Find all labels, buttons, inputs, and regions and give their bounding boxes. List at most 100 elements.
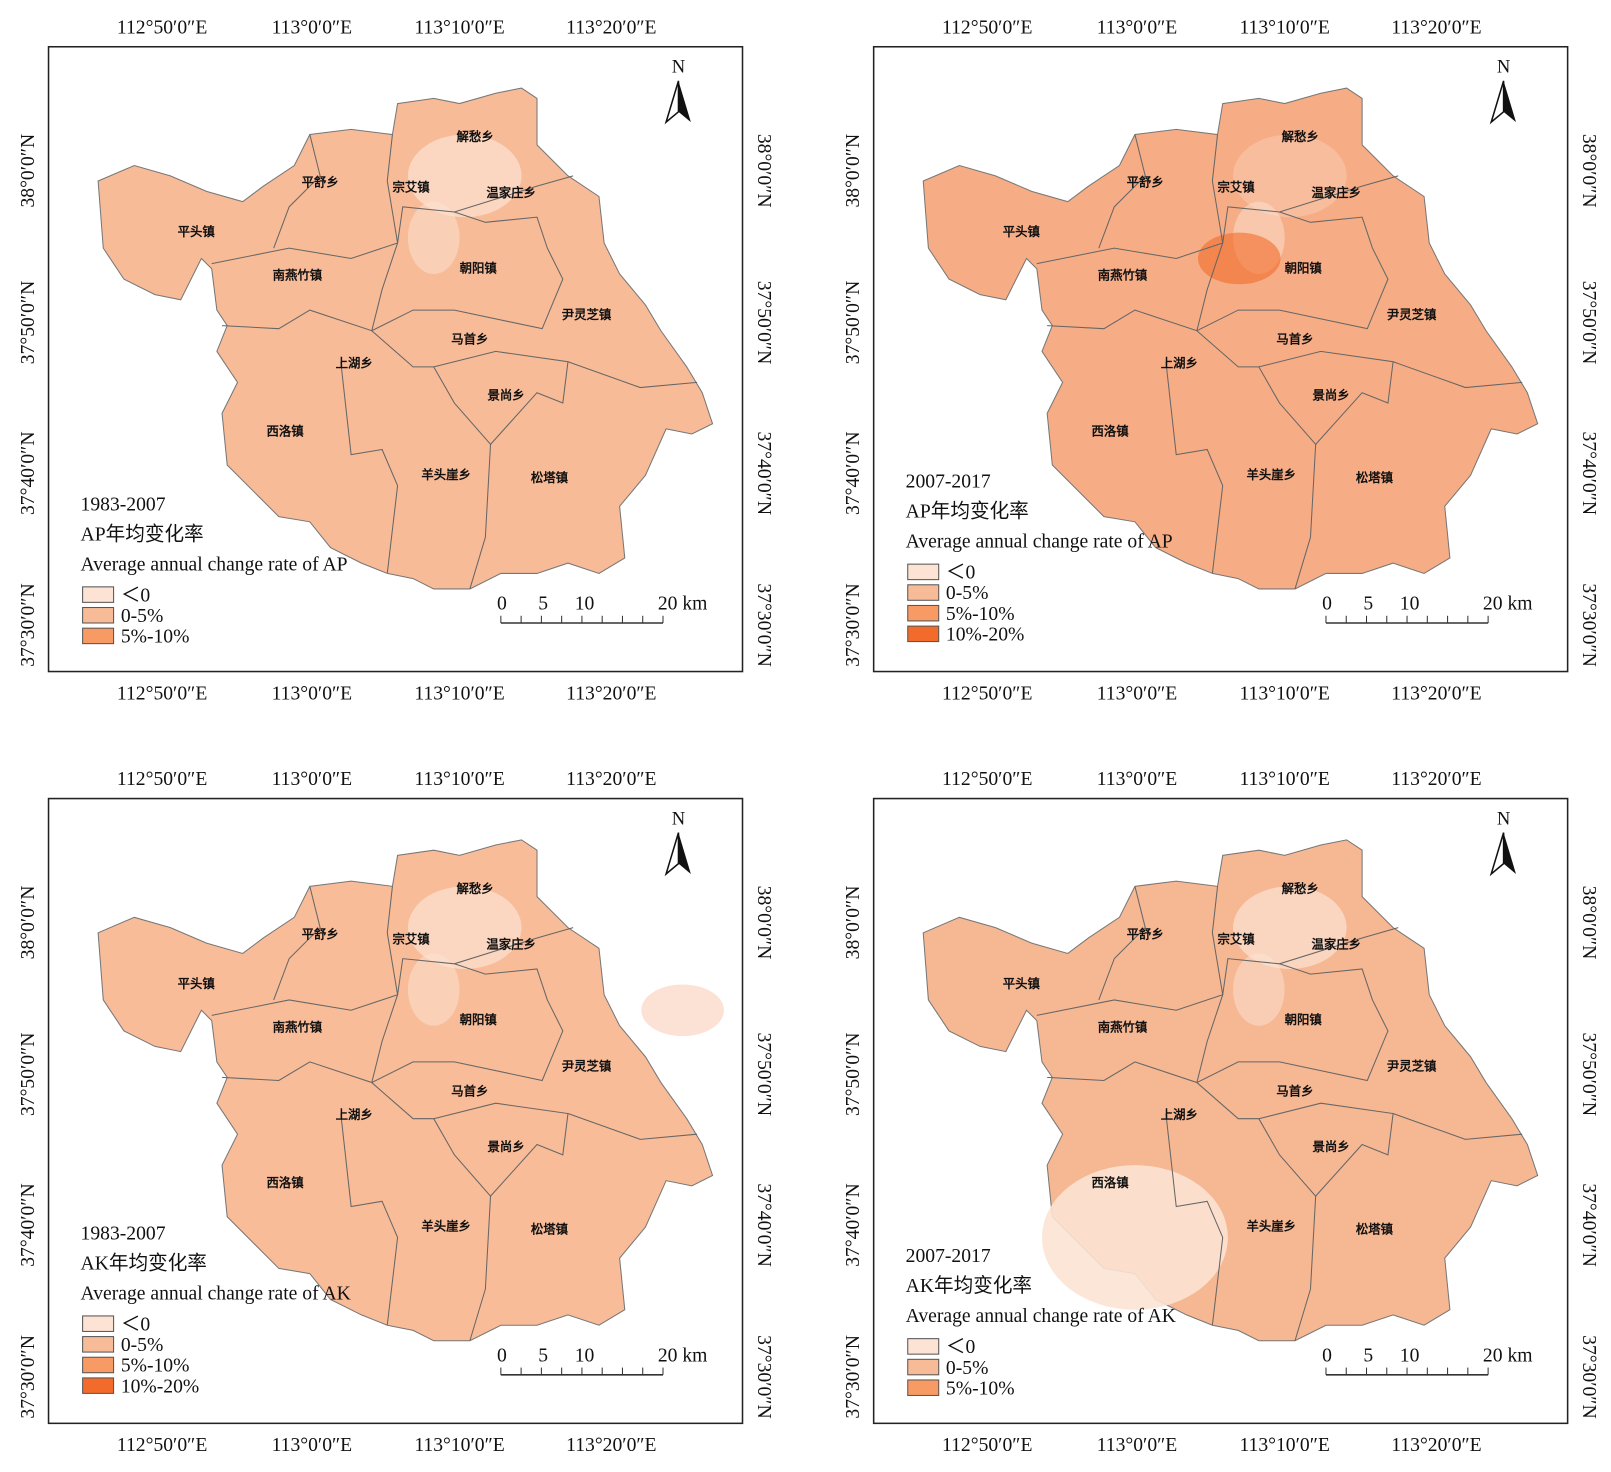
legend-label: 5%-10% — [946, 1378, 1015, 1399]
latitude-label: 37°40′0″N — [18, 432, 39, 515]
scale-label: 0 — [1322, 1345, 1332, 1366]
legend-swatch — [82, 1377, 115, 1394]
north-arrow — [678, 832, 691, 874]
map-frame — [47, 45, 744, 673]
township-border — [211, 927, 574, 1016]
change-patch — [407, 134, 522, 218]
legend-title-en: Average annual change rate of AK — [81, 1283, 351, 1304]
north-label: N — [1497, 808, 1510, 829]
township-border — [1036, 927, 1399, 1016]
longitude-label: 113°10′0″E — [414, 683, 504, 704]
scale-label: 5 — [1363, 594, 1373, 615]
longitude-label: 113°10′0″E — [414, 17, 504, 38]
township-border — [1392, 1113, 1523, 1140]
township-label: 西洛镇 — [1092, 1175, 1130, 1190]
latitude-label: 37°30′0″N — [753, 1335, 774, 1418]
legend-label: 5%-10% — [946, 604, 1015, 625]
latitude-label: 38°0′0″N — [753, 886, 774, 960]
township-label: 南燕竹镇 — [1098, 1019, 1148, 1034]
map-frame — [872, 45, 1569, 673]
township-border — [567, 361, 698, 389]
township-border — [1047, 999, 1389, 1084]
latitude-label: 37°30′0″N — [18, 583, 39, 666]
scale-label: 0 — [497, 594, 507, 615]
longitude-label: 113°10′0″E — [1239, 1435, 1329, 1456]
township-border — [1047, 247, 1389, 332]
legend-swatch — [82, 586, 115, 603]
latitude-label: 37°30′0″N — [843, 1335, 864, 1418]
township-label: 宗艾镇 — [1218, 180, 1256, 195]
latitude-label: 37°50′0″N — [843, 281, 864, 364]
longitude-label: 113°10′0″E — [414, 1435, 504, 1456]
legend-swatch — [907, 1379, 940, 1396]
legend-swatch — [907, 1358, 940, 1376]
township-label: 南燕竹镇 — [273, 268, 323, 283]
latitude-label: 37°40′0″N — [843, 1183, 864, 1266]
township-border — [371, 134, 399, 331]
north-label: N — [1497, 57, 1510, 78]
township-label: 马首乡 — [451, 332, 488, 347]
legend-swatch — [907, 625, 940, 643]
legend-label: 5%-10% — [121, 1356, 190, 1377]
change-patch — [407, 886, 522, 969]
township-label: 南燕竹镇 — [273, 1019, 323, 1034]
township-border — [1098, 134, 1146, 249]
township-border — [454, 963, 548, 1001]
township-label: 尹灵芝镇 — [562, 1059, 612, 1074]
longitude-label: 113°0′0″E — [272, 683, 353, 704]
longitude-label: 113°10′0″E — [1239, 683, 1329, 704]
township-label: 温家庄乡 — [1312, 937, 1362, 952]
township-label: 温家庄乡 — [486, 937, 536, 952]
legend-title-en: Average annual change rate of AP — [81, 554, 348, 575]
township-label: 上湖乡 — [336, 1107, 373, 1122]
scale-label: 10 — [575, 594, 595, 615]
longitude-label: 112°50′0″E — [117, 17, 207, 38]
latitude-label: 37°30′0″N — [1578, 1335, 1599, 1418]
latitude-label: 38°0′0″N — [1578, 134, 1599, 208]
longitude-label: 113°0′0″E — [272, 769, 353, 790]
township-label: 朝阳镇 — [1285, 260, 1323, 275]
longitude-label: 113°0′0″E — [1097, 17, 1178, 38]
longitude-label: 113°20′0″E — [1391, 1435, 1481, 1456]
scale-label: 10 — [575, 1345, 595, 1366]
legend-swatch — [82, 627, 115, 645]
legend-swatch — [82, 606, 115, 624]
legend-label: 10%-20% — [946, 625, 1024, 646]
longitude-label: 112°50′0″E — [117, 769, 207, 790]
township-border — [371, 1082, 492, 1341]
township-label: 尹灵芝镇 — [1387, 307, 1437, 322]
legend-swatch — [82, 1356, 115, 1374]
longitude-label: 113°0′0″E — [272, 1435, 353, 1456]
latitude-label: 37°50′0″N — [1578, 281, 1599, 364]
township-border — [567, 1113, 698, 1140]
north-label: N — [672, 808, 685, 829]
longitude-label: 113°20′0″E — [1391, 683, 1481, 704]
township-label: 上湖乡 — [1161, 355, 1198, 370]
township-label: 上湖乡 — [1161, 1107, 1198, 1122]
township-label: 松塔镇 — [531, 470, 569, 485]
township-label: 松塔镇 — [531, 1222, 569, 1237]
map-panel: 112°50′0″E 112°50′0″E 113°0′0″E 113°0′0″E 11… — [843, 769, 1599, 1456]
north-arrow — [1503, 832, 1516, 874]
township-label: 景尚乡 — [1312, 387, 1350, 402]
legend-label: 0-5% — [121, 606, 163, 627]
township-label: 景尚乡 — [486, 1139, 524, 1154]
legend-title-cn: AP年均变化率 — [906, 501, 1029, 523]
township-label: 解愁乡 — [456, 129, 493, 144]
township-border — [222, 999, 564, 1084]
township-border — [371, 330, 492, 590]
latitude-label: 37°50′0″N — [753, 281, 774, 364]
scale-label: 20 km — [658, 594, 708, 615]
township-label: 平舒乡 — [1127, 926, 1164, 941]
legend-swatch — [907, 563, 940, 581]
township-border — [1036, 175, 1399, 265]
latitude-label: 37°30′0″N — [1578, 583, 1599, 666]
township-label: 马首乡 — [1276, 1083, 1313, 1098]
change-patch — [1197, 232, 1281, 285]
legend-label: 0-5% — [946, 583, 988, 604]
longitude-label: 112°50′0″E — [117, 1435, 207, 1456]
township-border — [433, 350, 569, 445]
latitude-label: 37°40′0″N — [753, 1183, 774, 1266]
north-arrow — [1503, 80, 1516, 123]
legend-label: ＜0 — [946, 563, 976, 584]
